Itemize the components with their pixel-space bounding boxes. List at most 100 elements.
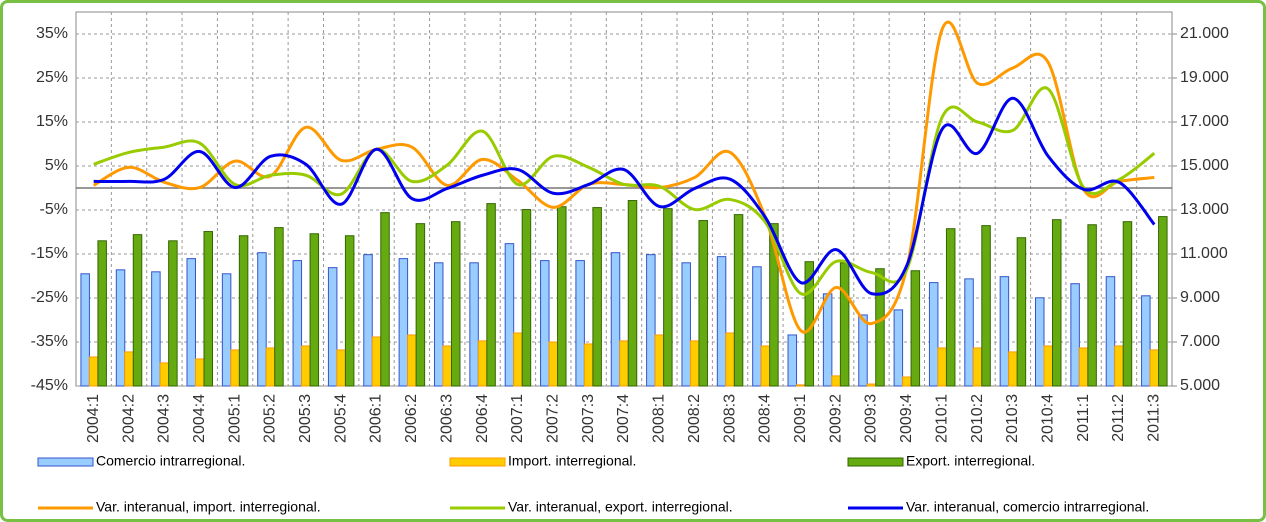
x-tick-label: 2007:3 [580,394,597,443]
x-tick-label: 2008:3 [721,394,738,443]
legend-label: Var. interanual, import. interregional. [96,499,321,515]
bar [787,334,798,387]
bar [725,332,735,387]
bar [583,343,594,387]
bar [1052,219,1062,387]
bar [336,349,346,387]
bar [442,345,452,387]
bar [592,207,602,387]
x-tick-label: 2005:2 [262,394,279,443]
bar [548,341,559,387]
bar [477,340,488,387]
bar [469,262,479,387]
bar [1016,237,1027,387]
bar [902,376,912,387]
bar [1122,221,1133,387]
bar [831,375,841,387]
bar [858,314,868,387]
bar [327,267,338,387]
bar [654,334,665,387]
bar [752,266,762,387]
bar [132,234,143,387]
bar [363,254,373,387]
bar [292,260,303,387]
bar [433,262,444,387]
y-tick-label: 25% [36,69,68,86]
bar [866,383,877,387]
x-tick-label: 2006:4 [474,394,491,443]
bar [1070,283,1080,387]
y2-tick-label: 9.000 [1180,289,1220,306]
legend-swatch [847,457,904,467]
y2-tick-label: 13.000 [1180,201,1229,218]
bar [769,223,779,387]
bar [221,273,232,387]
y2-tick-label: 15.000 [1180,157,1229,174]
bar [928,282,939,387]
bar [115,269,126,387]
bar [168,240,178,387]
x-tick-label: 2004:4 [191,394,208,443]
bar [301,345,311,387]
y2-tick-label: 19.000 [1180,69,1229,86]
x-tick-label: 2006:2 [403,394,420,443]
bar [1149,349,1160,387]
x-tick-label: 2007:4 [615,394,632,443]
bar [238,235,249,387]
y-tick-label: -25% [31,289,68,306]
bar [716,256,727,387]
bar [97,240,107,387]
bar [1008,351,1018,387]
x-tick-label: 2009:1 [792,394,809,443]
legend-label: Var. interanual, export. interregional. [508,499,733,515]
y2-tick-label: 17.000 [1180,113,1229,130]
bar [619,340,629,387]
bar [80,273,90,387]
bar [575,260,585,387]
x-tick-label: 2010:2 [969,394,986,443]
x-tick-label: 2006:1 [368,394,385,443]
x-tick-label: 2010:1 [933,394,950,443]
bar [627,200,638,387]
bar [733,214,744,387]
bar [380,212,390,387]
bar [610,252,621,387]
bar [796,384,806,387]
y-tick-label: -15% [31,245,68,262]
bar [88,356,99,387]
x-tick-label: 2011:2 [1110,394,1127,442]
bar [124,351,134,387]
y-tick-label: 5% [45,157,68,174]
bar [521,209,532,387]
line [93,86,1156,296]
x-tick-label: 2006:3 [438,394,455,443]
x-tick-label: 2008:1 [651,394,668,443]
x-tick-label: 2010:4 [1039,394,1056,443]
bar [1158,216,1168,387]
x-tick-label: 2008:4 [757,394,774,443]
bar [1078,347,1089,387]
x-tick-label: 2007:1 [509,394,526,443]
bar [1035,297,1045,387]
bar [257,252,267,387]
x-tick-label: 2005:3 [297,394,314,443]
y2-tick-label: 11.000 [1180,245,1228,262]
x-tick-label: 2004:3 [156,394,173,443]
line [93,96,1156,296]
bar [450,221,461,387]
bar [309,233,320,387]
legend-label: Export. interregional. [906,453,1035,469]
bar [981,225,991,387]
x-tick-label: 2008:2 [686,394,703,443]
bar [1114,345,1124,387]
bar [274,227,284,387]
bar [486,203,496,387]
bar [945,228,956,387]
bar [344,235,355,387]
bar [999,276,1010,387]
x-tick-label: 2011:1 [1075,394,1092,442]
x-tick-label: 2010:3 [1004,394,1021,443]
bar [1141,295,1151,387]
bar [194,358,205,387]
bar [371,336,382,387]
